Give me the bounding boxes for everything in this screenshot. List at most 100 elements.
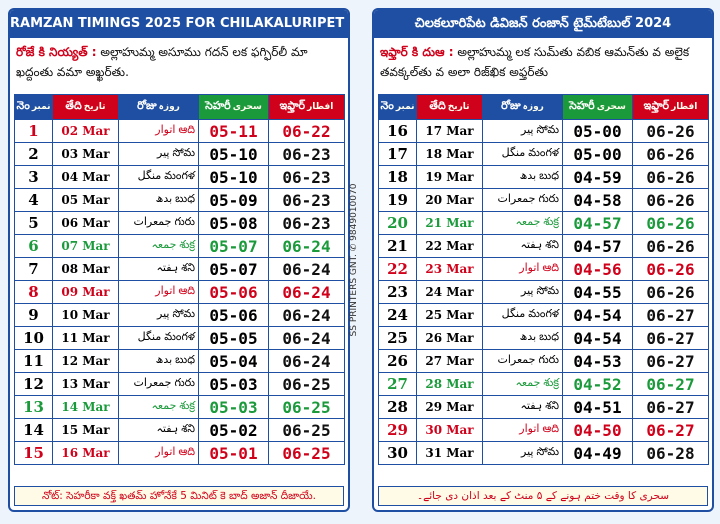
header-cell: రోజు روزہ	[118, 94, 199, 120]
sehri: 04-52	[562, 372, 633, 396]
iftar: 06-25	[268, 418, 345, 442]
right-panel: చిలకలూరిపేట డివిజన్ రంజాన్ టైమ్‌టేబుల్ 2…	[372, 8, 714, 512]
day-number: 27	[378, 372, 417, 396]
dua: రోజే కి నియ్యత్ : అల్లాహుమ్మ అసూము గదన్ …	[10, 38, 348, 94]
header-cell: సెహరీ سحری	[198, 94, 269, 120]
date: 28 Mar	[416, 372, 483, 396]
weekday: గురు جمعرات	[118, 211, 199, 235]
header-ur: سحری	[596, 102, 626, 112]
weekday: బుధ بدھ	[118, 349, 199, 373]
row: 20 21 Mar శుక్ర جمعہ 04-57 06-26	[378, 211, 709, 235]
date: 26 Mar	[416, 326, 483, 350]
row: 1 02 Mar ఆది اتوار 05-11 06-22	[14, 119, 345, 143]
row: 15 16 Mar ఆది اتوار 05-01 06-25	[14, 441, 345, 465]
sehri: 05-08	[198, 211, 269, 235]
weekday-ur: اتوار	[519, 261, 540, 274]
footer-note: سحری کا وقت ختم ہونے کے ۵ منٹ کے بعد اذا…	[378, 486, 708, 506]
iftar: 06-26	[632, 142, 709, 166]
iftar: 06-26	[632, 234, 709, 258]
row: 9 10 Mar సోమ پیر 05-06 06-24	[14, 303, 345, 327]
sehri: 05-10	[198, 165, 269, 189]
weekday-ur: جمعرات	[133, 376, 172, 389]
sehri: 05-06	[198, 280, 269, 304]
sehri: 05-11	[198, 119, 269, 143]
date: 15 Mar	[52, 418, 119, 442]
weekday-te: సోమ	[172, 307, 196, 320]
header-te: నెం	[380, 99, 394, 112]
iftar: 06-27	[632, 372, 709, 396]
row: 16 17 Mar సోమ پیر 05-00 06-26	[378, 119, 709, 143]
sehri: 04-53	[562, 349, 633, 373]
weekday: ఆది اتوار	[118, 280, 199, 304]
weekday-te: బుధ	[175, 192, 195, 205]
day-number: 29	[378, 418, 417, 442]
header-row: నెం نمبر తేది تاریخ రోజు روزہ సెహరీ سحری ఇఫ్తార్…	[378, 94, 709, 120]
date: 07 Mar	[52, 234, 119, 258]
header-te: రోజు	[501, 99, 521, 112]
weekday: శని ہفتہ	[118, 418, 199, 442]
day-number: 28	[378, 395, 417, 419]
iftar: 06-26	[632, 257, 709, 281]
weekday-ur: جمعہ	[151, 399, 177, 412]
day-number: 21	[378, 234, 417, 258]
day-number: 23	[378, 280, 417, 304]
day-number: 13	[14, 395, 53, 419]
header-cell: నెం نمبر	[378, 94, 417, 120]
header-te: తేది	[429, 99, 446, 112]
day-number: 30	[378, 441, 417, 465]
weekday: ఆది اتوار	[482, 418, 563, 442]
date: 22 Mar	[416, 234, 483, 258]
weekday: ఆది اتوار	[118, 441, 199, 465]
weekday-ur: بدھ	[519, 330, 537, 343]
weekday: బుధ بدھ	[482, 165, 563, 189]
header-cell: సెహరీ سحری	[562, 94, 633, 120]
header-ur: نمبر	[31, 102, 51, 112]
weekday: సోమ پیر	[482, 441, 563, 465]
day-number: 17	[378, 142, 417, 166]
iftar: 06-23	[268, 188, 345, 212]
row: 10 11 Mar మంగళ منگل 05-05 06-24	[14, 326, 345, 350]
weekday: మంగళ منگل	[482, 142, 563, 166]
weekday-ur: بدھ	[155, 192, 173, 205]
header-cell: రోజు روزہ	[482, 94, 563, 120]
header-ur: روزہ	[158, 102, 180, 112]
weekday-te: ఆది	[178, 445, 195, 458]
weekday: సోమ پیر	[118, 303, 199, 327]
sehri: 05-00	[562, 119, 633, 143]
day-number: 1	[14, 119, 53, 143]
iftar: 06-23	[268, 165, 345, 189]
row: 13 14 Mar శుక్ర جمعہ 05-03 06-25	[14, 395, 345, 419]
day-number: 19	[378, 188, 417, 212]
date: 18 Mar	[416, 142, 483, 166]
weekday: శని ہفتہ	[482, 395, 563, 419]
weekday-te: సోమ	[536, 445, 560, 458]
date: 23 Mar	[416, 257, 483, 281]
sehri: 05-07	[198, 257, 269, 281]
iftar: 06-26	[632, 211, 709, 235]
day-number: 18	[378, 165, 417, 189]
day-number: 3	[14, 165, 53, 189]
weekday-te: గురు	[538, 192, 559, 205]
weekday-ur: پیر	[521, 445, 534, 458]
iftar: 06-22	[268, 119, 345, 143]
iftar: 06-25	[268, 441, 345, 465]
day-number: 11	[14, 349, 53, 373]
sehri: 05-03	[198, 395, 269, 419]
day-number: 9	[14, 303, 53, 327]
sehri: 05-09	[198, 188, 269, 212]
day-number: 2	[14, 142, 53, 166]
day-number: 5	[14, 211, 53, 235]
header-te: నెం	[16, 99, 30, 112]
sehri: 04-58	[562, 188, 633, 212]
timings-table: నెం نمبر తేది تاریخ రోజు روزہ సెహరీ سحری ఇఫ్తార్…	[14, 94, 345, 465]
header-cell: ఇఫ్తార్ افطار	[632, 94, 709, 120]
sehri: 04-50	[562, 418, 633, 442]
weekday-ur: بدھ	[519, 169, 537, 182]
sehri: 04-54	[562, 326, 633, 350]
weekday-ur: جمعہ	[151, 238, 177, 251]
day-number: 8	[14, 280, 53, 304]
date: 29 Mar	[416, 395, 483, 419]
day-number: 14	[14, 418, 53, 442]
weekday-ur: ہفتہ	[520, 238, 543, 251]
sehri: 05-03	[198, 372, 269, 396]
